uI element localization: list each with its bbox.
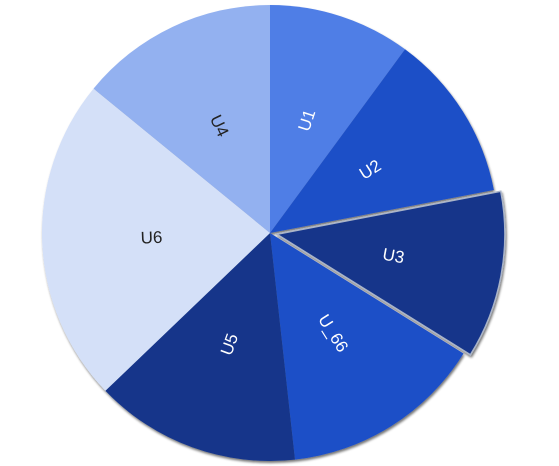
pie-slice-u4 <box>93 5 270 233</box>
pie-slice-u6 <box>41 88 270 391</box>
pie-label-u6: U6 <box>140 228 162 248</box>
pie-slice-u2 <box>270 49 494 234</box>
pie-label-u3: U3 <box>381 245 406 268</box>
pie-slice-u-66 <box>270 233 464 460</box>
pie-slice-u5 <box>105 233 295 461</box>
pie-slice-u1 <box>270 5 406 233</box>
pie-slice-u3 <box>274 190 506 356</box>
pie-slices <box>41 5 506 461</box>
